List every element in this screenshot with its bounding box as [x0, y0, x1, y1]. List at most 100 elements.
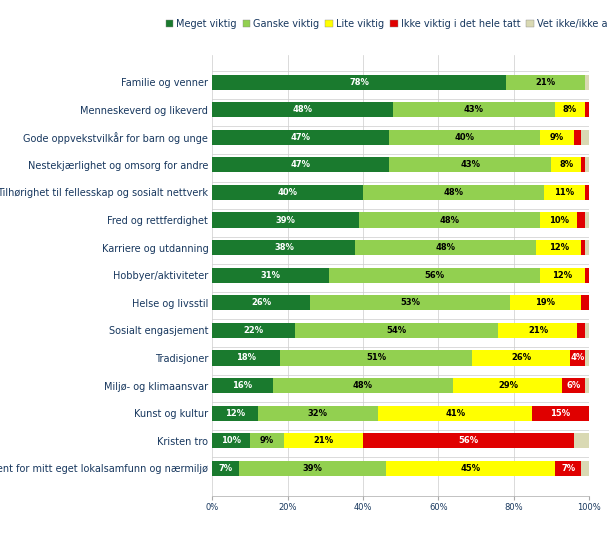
Bar	[577, 323, 585, 338]
Bar	[574, 433, 592, 449]
Text: 21%: 21%	[313, 436, 333, 445]
Bar	[589, 268, 592, 283]
Bar	[329, 268, 540, 283]
Bar	[212, 185, 363, 200]
Text: 6%: 6%	[566, 381, 581, 390]
Text: 51%: 51%	[366, 354, 386, 362]
Bar	[363, 433, 574, 449]
Bar	[212, 102, 393, 117]
Text: 29%: 29%	[498, 381, 518, 390]
Text: 8%: 8%	[563, 105, 577, 114]
Bar	[577, 213, 585, 228]
Bar	[585, 268, 589, 283]
Bar	[212, 268, 329, 283]
Bar	[582, 158, 585, 172]
Bar	[385, 461, 555, 476]
Text: 7%: 7%	[561, 464, 575, 473]
Bar	[212, 295, 310, 311]
Bar	[585, 323, 592, 338]
Text: 10%: 10%	[549, 216, 569, 225]
Text: 39%: 39%	[302, 464, 322, 473]
Bar	[257, 405, 378, 421]
Bar	[212, 350, 280, 366]
Text: 11%: 11%	[554, 188, 574, 197]
Text: 32%: 32%	[308, 409, 328, 417]
Text: 4%: 4%	[571, 354, 585, 362]
Bar	[582, 240, 585, 255]
Bar	[574, 130, 582, 145]
Bar	[250, 433, 284, 449]
Bar	[585, 102, 589, 117]
Bar	[555, 461, 582, 476]
Bar	[585, 158, 589, 172]
Bar	[453, 378, 563, 393]
Bar	[212, 405, 257, 421]
Text: 18%: 18%	[236, 354, 256, 362]
Text: 8%: 8%	[559, 160, 573, 169]
Bar	[212, 75, 506, 90]
Bar	[284, 433, 363, 449]
Bar	[589, 295, 596, 311]
Bar	[212, 378, 273, 393]
Bar	[273, 378, 453, 393]
Bar	[589, 185, 592, 200]
Text: 21%: 21%	[528, 326, 548, 335]
Text: 45%: 45%	[460, 464, 480, 473]
Bar	[570, 350, 585, 366]
Text: 53%: 53%	[400, 298, 420, 307]
Bar	[585, 350, 589, 366]
Bar	[212, 433, 250, 449]
Bar	[582, 295, 589, 311]
Bar	[212, 323, 295, 338]
Bar	[555, 102, 585, 117]
Text: 40%: 40%	[278, 188, 297, 197]
Bar	[585, 75, 589, 90]
Text: 41%: 41%	[445, 409, 465, 417]
Text: 54%: 54%	[387, 326, 407, 335]
Bar	[544, 185, 585, 200]
Legend: Meget viktig, Ganske viktig, Lite viktig, Ikke viktig i det hele tatt, Vet ikke/: Meget viktig, Ganske viktig, Lite viktig…	[161, 15, 607, 33]
Text: 48%: 48%	[439, 216, 459, 225]
Bar	[239, 461, 385, 476]
Text: 22%: 22%	[244, 326, 264, 335]
Text: 48%: 48%	[293, 105, 313, 114]
Bar	[393, 102, 555, 117]
Text: 78%: 78%	[349, 77, 369, 87]
Text: 7%: 7%	[219, 464, 232, 473]
Text: 47%: 47%	[291, 133, 311, 142]
Bar	[585, 185, 589, 200]
Text: 39%: 39%	[276, 216, 296, 225]
Bar	[532, 405, 589, 421]
Text: 48%: 48%	[353, 381, 373, 390]
Bar	[389, 130, 540, 145]
Text: 9%: 9%	[260, 436, 274, 445]
Bar	[506, 75, 585, 90]
Text: 47%: 47%	[291, 160, 311, 169]
Text: 56%: 56%	[458, 436, 478, 445]
Bar	[378, 405, 532, 421]
Bar	[585, 213, 592, 228]
Text: 38%: 38%	[274, 243, 294, 252]
Bar	[310, 295, 510, 311]
Text: 12%: 12%	[225, 409, 245, 417]
Text: 40%: 40%	[455, 133, 475, 142]
Bar	[551, 158, 582, 172]
Bar	[363, 185, 544, 200]
Bar	[498, 323, 577, 338]
Bar	[540, 213, 577, 228]
Text: 19%: 19%	[535, 298, 555, 307]
Text: 56%: 56%	[424, 271, 444, 280]
Bar	[212, 240, 356, 255]
Bar	[295, 323, 498, 338]
Text: 43%: 43%	[460, 160, 480, 169]
Text: 43%: 43%	[464, 105, 484, 114]
Text: 26%: 26%	[511, 354, 531, 362]
Bar	[212, 213, 359, 228]
Text: 26%: 26%	[251, 298, 271, 307]
Bar	[589, 102, 592, 117]
Text: 12%: 12%	[549, 243, 569, 252]
Bar	[582, 130, 589, 145]
Bar	[585, 240, 589, 255]
Bar	[540, 130, 574, 145]
Bar	[536, 240, 582, 255]
